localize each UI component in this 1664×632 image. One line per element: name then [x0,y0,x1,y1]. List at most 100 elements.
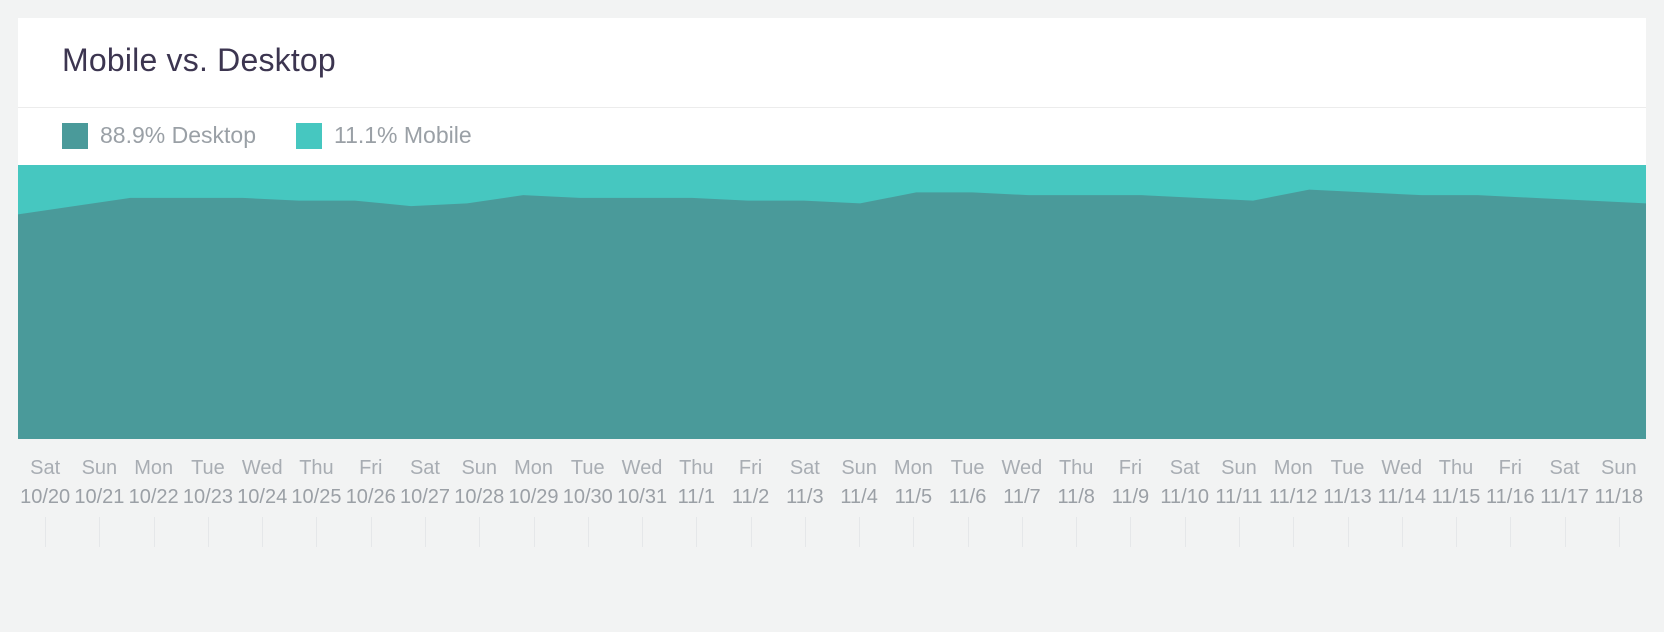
axis-date-label: 10/30 [561,480,615,517]
axis-date-label: 11/14 [1375,480,1429,517]
axis-day-label: Sun [452,439,506,480]
legend-label-mobile: 11.1% Mobile [334,122,472,149]
axis-tick [344,517,398,553]
axis-day-label: Fri [723,439,777,480]
axis-day-label: Sat [778,439,832,480]
axis-tick [1429,517,1483,553]
axis-tick [1212,517,1266,553]
card-title: Mobile vs. Desktop [62,42,1602,79]
axis-tick [669,517,723,553]
axis-date-label: 11/15 [1429,480,1483,517]
axis-tick [1592,517,1646,553]
legend-label-desktop: 88.9% Desktop [100,122,256,149]
axis-date-label: 10/28 [452,480,506,517]
axis-tick [941,517,995,553]
axis-day-label: Sun [1592,439,1646,480]
axis-tick [1375,517,1429,553]
axis-day-label: Sun [1212,439,1266,480]
axis-day-label: Fri [1483,439,1537,480]
axis-tick [1158,517,1212,553]
axis-day-label: Thu [669,439,723,480]
axis-day-label: Fri [344,439,398,480]
axis-day-label: Sun [832,439,886,480]
desktop-area [18,190,1646,439]
x-axis: SatSunMonTueWedThuFriSatSunMonTueWedThuF… [18,439,1646,553]
legend-item-mobile[interactable]: 11.1% Mobile [296,122,472,149]
mobile-vs-desktop-card: Mobile vs. Desktop 88.9% Desktop 11.1% M… [18,18,1646,439]
stacked-area-chart [18,165,1646,439]
axis-day-label: Sun [72,439,126,480]
axis-day-label: Sat [1158,439,1212,480]
axis-date-label: 10/26 [344,480,398,517]
axis-tick [18,517,72,553]
axis-day-label: Mon [506,439,560,480]
axis-date-label: 10/29 [506,480,560,517]
axis-date-label: 11/11 [1212,480,1266,517]
axis-tick [886,517,940,553]
axis-tick [1103,517,1157,553]
axis-tick [289,517,343,553]
axis-tick [72,517,126,553]
axis-day-label: Fri [1103,439,1157,480]
axis-day-label: Tue [181,439,235,480]
axis-date-label: 10/22 [127,480,181,517]
axis-date-label: 10/21 [72,480,126,517]
axis-tick [778,517,832,553]
axis-date-label: 11/9 [1103,480,1157,517]
axis-day-label: Wed [615,439,669,480]
axis-date-label: 11/16 [1483,480,1537,517]
axis-day-label: Thu [289,439,343,480]
legend-swatch-desktop [62,123,88,149]
axis-date-label: 11/5 [886,480,940,517]
axis-day-label: Thu [1049,439,1103,480]
axis-tick [181,517,235,553]
axis-date-label: 10/25 [289,480,343,517]
axis-tick [235,517,289,553]
axis-date-label: 11/13 [1320,480,1374,517]
axis-date-label: 11/1 [669,480,723,517]
axis-date-label: 11/17 [1537,480,1591,517]
axis-date-label: 11/8 [1049,480,1103,517]
axis-day-label: Wed [995,439,1049,480]
axis-tick [452,517,506,553]
axis-tick [1320,517,1374,553]
axis-date-label: 10/31 [615,480,669,517]
axis-tick [398,517,452,553]
axis-date-label: 11/10 [1158,480,1212,517]
axis-day-label: Sat [18,439,72,480]
axis-date-label: 11/3 [778,480,832,517]
chart-svg [18,165,1646,439]
axis-tick [995,517,1049,553]
axis-tick [561,517,615,553]
legend-swatch-mobile [296,123,322,149]
axis-date-label: 11/12 [1266,480,1320,517]
axis-day-label: Thu [1429,439,1483,480]
axis-day-label: Wed [1375,439,1429,480]
chart-legend: 88.9% Desktop 11.1% Mobile [18,108,1646,165]
axis-date-label: 11/18 [1592,480,1646,517]
card-header: Mobile vs. Desktop [18,18,1646,108]
axis-day-label: Sat [1537,439,1591,480]
axis-day-label: Mon [127,439,181,480]
axis-day-label: Mon [886,439,940,480]
axis-tick [832,517,886,553]
axis-tick [1266,517,1320,553]
axis-date-label: 10/27 [398,480,452,517]
axis-date-label: 11/6 [941,480,995,517]
axis-tick [723,517,777,553]
axis-day-label: Mon [1266,439,1320,480]
axis-tick [1537,517,1591,553]
axis-day-label: Tue [561,439,615,480]
axis-day-label: Tue [941,439,995,480]
axis-date-label: 10/20 [18,480,72,517]
axis-tick [1049,517,1103,553]
axis-tick [506,517,560,553]
axis-tick [1483,517,1537,553]
axis-day-label: Wed [235,439,289,480]
axis-date-label: 10/23 [181,480,235,517]
axis-date-label: 11/4 [832,480,886,517]
axis-tick [615,517,669,553]
axis-day-label: Sat [398,439,452,480]
axis-date-label: 11/2 [723,480,777,517]
legend-item-desktop[interactable]: 88.9% Desktop [62,122,256,149]
